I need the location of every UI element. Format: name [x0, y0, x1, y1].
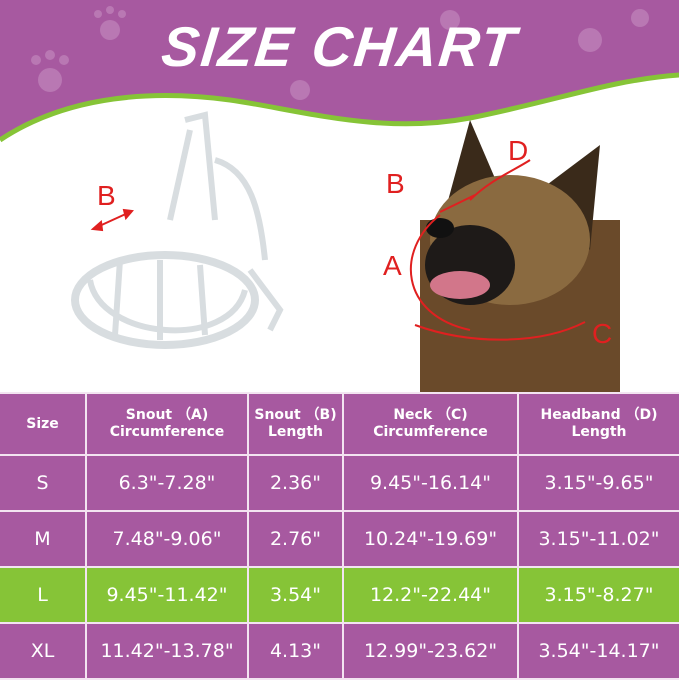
- cell-headband: 3.54"-14.17": [517, 622, 679, 680]
- table-row-m: M 7.48"-9.06" 2.76" 10.24"-19.69" 3.15"-…: [0, 510, 679, 568]
- cell-snout-length: 2.76": [247, 510, 344, 568]
- cell-neck: 10.24"-19.69": [342, 510, 519, 568]
- cell-snout-length: 4.13": [247, 622, 344, 680]
- cell-headband: 3.15"-8.27": [517, 566, 679, 624]
- cell-neck: 12.2"-22.44": [342, 566, 519, 624]
- cell-neck: 12.99"-23.62": [342, 622, 519, 680]
- dog-label-b: B: [386, 168, 405, 199]
- muzzle-label-b: B: [97, 180, 116, 211]
- cell-size: XL: [0, 622, 87, 680]
- cell-size: M: [0, 510, 87, 568]
- table-row-l: L 9.45"-11.42" 3.54" 12.2"-22.44" 3.15"-…: [0, 566, 679, 624]
- header-banner: [0, 0, 679, 143]
- table-header-row: Size Snout （A) Circumference Snout （B) Len…: [0, 392, 679, 456]
- product-illustration: [71, 111, 620, 392]
- muzzle-image: [71, 111, 284, 349]
- page-title: SIZE CHART: [158, 15, 521, 78]
- header-size: Size: [0, 392, 87, 456]
- table-row-xl: XL 11.42"-13.78" 4.13" 12.99"-23.62" 3.5…: [0, 622, 679, 680]
- header-snout-circumference: Snout （A) Circumference: [85, 392, 249, 456]
- dog-label-a: A: [383, 250, 402, 281]
- muzzle-b-arrow: [90, 208, 134, 232]
- header-headband-length: Headband （D) Length: [517, 392, 679, 456]
- cell-snout-length: 3.54": [247, 566, 344, 624]
- dog-label-c: C: [592, 318, 613, 349]
- cell-snout-length: 2.36": [247, 454, 344, 512]
- cell-size: L: [0, 566, 87, 624]
- dog-image: [420, 120, 620, 392]
- cell-neck: 9.45"-16.14": [342, 454, 519, 512]
- dog-label-d: D: [508, 135, 529, 166]
- cell-snout-circumference: 7.48"-9.06": [85, 510, 249, 568]
- cell-snout-circumference: 9.45"-11.42": [85, 566, 249, 624]
- cell-snout-circumference: 6.3"-7.28": [85, 454, 249, 512]
- cell-size: S: [0, 454, 87, 512]
- table-row-s: S 6.3"-7.28" 2.36" 9.45"-16.14" 3.15"-9.…: [0, 454, 679, 512]
- dog-measure-arrows: [409, 159, 586, 341]
- cell-snout-circumference: 11.42"-13.78": [85, 622, 249, 680]
- paw-print-icon: [31, 6, 649, 100]
- header-neck-circumference: Neck （C) Circumference: [342, 392, 519, 456]
- cell-headband: 3.15"-9.65": [517, 454, 679, 512]
- size-table: Size Snout （A) Circumference Snout （B) Len…: [0, 392, 679, 680]
- cell-headband: 3.15"-11.02": [517, 510, 679, 568]
- header-snout-length: Snout （B) Length: [247, 392, 344, 456]
